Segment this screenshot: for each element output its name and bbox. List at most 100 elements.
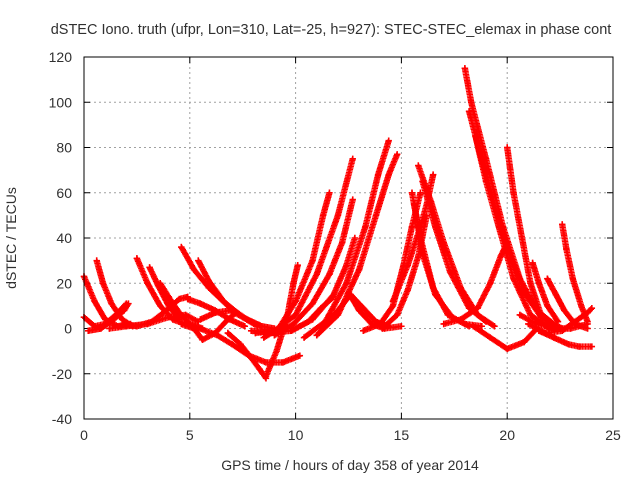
- data-point-marker: [252, 329, 259, 337]
- data-point-marker: [133, 255, 141, 262]
- grid-lines: [84, 57, 613, 419]
- data-point-marker: [404, 261, 411, 269]
- data-series-42: [559, 221, 591, 325]
- data-point-marker: [224, 316, 232, 323]
- data-point-marker: [465, 304, 473, 312]
- data-point-marker: [559, 221, 566, 228]
- data-point-marker: [262, 372, 270, 380]
- data-point-marker: [569, 275, 576, 282]
- data-series-45: [516, 311, 591, 332]
- data-series: [80, 65, 596, 382]
- data-point-marker: [362, 223, 369, 230]
- data-point-marker: [385, 137, 392, 144]
- y-tick-label: -40: [52, 411, 72, 427]
- data-point-marker: [182, 311, 189, 319]
- data-point-marker: [404, 286, 411, 294]
- data-point-marker: [110, 316, 117, 323]
- data-point-marker: [417, 223, 424, 230]
- data-point-marker: [432, 223, 439, 230]
- data-point-marker: [385, 171, 392, 178]
- data-point-marker: [226, 307, 234, 314]
- data-point-marker: [567, 325, 574, 332]
- data-point-marker: [468, 99, 475, 106]
- data-point-marker: [482, 178, 490, 185]
- data-point-marker: [343, 261, 350, 269]
- y-tick-label: 100: [49, 94, 73, 110]
- data-series-33: [389, 171, 437, 305]
- data-point-marker: [273, 347, 280, 355]
- data-point-marker: [544, 302, 551, 310]
- data-point-marker: [313, 271, 320, 278]
- data-point-marker: [220, 298, 227, 305]
- data-point-marker: [504, 345, 511, 353]
- data-point-marker: [292, 311, 299, 319]
- data-point-marker: [465, 108, 473, 115]
- data-point-marker: [165, 313, 172, 321]
- data-point-marker: [85, 327, 92, 334]
- data-point-marker: [334, 307, 342, 314]
- data-point-marker: [351, 234, 359, 242]
- data-point-marker: [156, 302, 164, 310]
- data-point-marker: [237, 341, 244, 348]
- data-point-marker: [472, 132, 479, 140]
- data-point-marker: [535, 280, 543, 287]
- data-point-marker: [121, 307, 128, 314]
- data-point-marker: [326, 271, 333, 278]
- data-point-marker: [330, 291, 337, 298]
- data-point-marker: [518, 234, 526, 242]
- data-point-marker: [415, 162, 422, 169]
- y-tick-label: -20: [52, 366, 72, 382]
- data-point-marker: [118, 316, 126, 323]
- data-point-marker: [584, 320, 591, 328]
- data-point-marker: [224, 329, 232, 337]
- data-point-marker: [487, 334, 494, 341]
- data-point-marker: [349, 196, 356, 203]
- data-point-marker: [533, 320, 541, 328]
- data-point-marker: [184, 295, 191, 303]
- x-tick-label: 5: [186, 427, 194, 443]
- data-point-marker: [588, 343, 596, 350]
- data-point-marker: [190, 266, 198, 273]
- data-point-marker: [197, 316, 204, 323]
- data-point-marker: [144, 280, 151, 287]
- data-point-marker: [415, 252, 422, 260]
- data-point-marker: [504, 144, 511, 151]
- data-point-marker: [379, 325, 386, 332]
- data-point-marker: [108, 300, 115, 307]
- data-point-marker: [360, 304, 367, 312]
- data-point-marker: [355, 307, 363, 314]
- data-point-marker: [429, 171, 437, 178]
- data-point-marker: [510, 189, 517, 196]
- x-tick-label: 0: [80, 427, 88, 443]
- data-point-marker: [393, 311, 401, 319]
- data-point-marker: [292, 298, 299, 305]
- data-point-marker: [91, 298, 98, 305]
- data-point-marker: [408, 189, 416, 196]
- data-point-marker: [256, 366, 263, 373]
- data-point-marker: [550, 325, 557, 332]
- data-point-marker: [300, 334, 308, 341]
- data-point-marker: [99, 280, 107, 287]
- data-point-marker: [554, 318, 562, 325]
- data-point-marker: [408, 223, 416, 230]
- data-point-marker: [491, 323, 498, 330]
- data-point-marker: [247, 354, 255, 362]
- data-point-marker: [214, 332, 221, 339]
- data-point-marker: [419, 178, 426, 185]
- data-point-marker: [389, 298, 397, 305]
- data-point-marker: [146, 264, 153, 271]
- data-point-marker: [239, 313, 246, 321]
- y-tick-label: 120: [49, 49, 73, 65]
- data-point-marker: [319, 212, 327, 219]
- data-point-marker: [178, 243, 185, 251]
- data-point-marker: [584, 309, 591, 316]
- data-point-marker: [338, 239, 346, 246]
- data-point-marker: [349, 155, 356, 163]
- data-point-marker: [199, 336, 206, 344]
- data-point-marker: [345, 289, 352, 296]
- data-point-marker: [205, 277, 213, 285]
- data-point-marker: [97, 325, 105, 332]
- chart-title: dSTEC Iono. truth (ufpr, Lon=310, Lat=-2…: [51, 22, 612, 38]
- data-point-marker: [211, 309, 219, 316]
- data-point-marker: [290, 320, 297, 328]
